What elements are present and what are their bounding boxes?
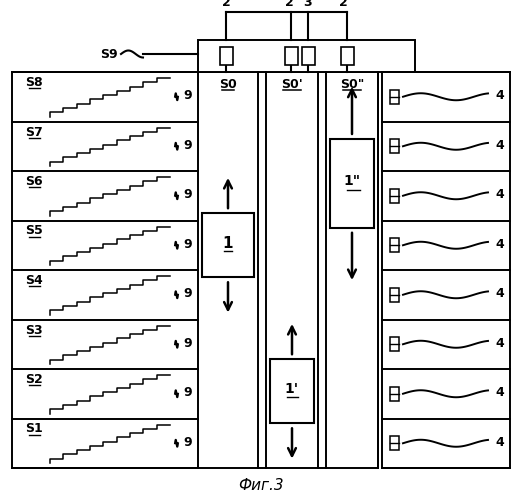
Bar <box>340 47 353 65</box>
Bar <box>330 139 374 228</box>
Text: 4: 4 <box>495 238 504 251</box>
Text: 2: 2 <box>222 0 230 9</box>
Text: Фиг.3: Фиг.3 <box>238 478 284 492</box>
Text: 2': 2' <box>284 0 298 9</box>
Bar <box>382 72 510 468</box>
Bar <box>390 90 399 104</box>
Bar <box>12 72 378 468</box>
Text: S8: S8 <box>25 76 43 89</box>
Bar <box>270 359 314 424</box>
Text: 9: 9 <box>184 89 192 102</box>
Text: 4: 4 <box>495 89 504 102</box>
Text: S2: S2 <box>25 373 43 386</box>
Text: 9: 9 <box>184 287 192 300</box>
Text: 1': 1' <box>285 382 299 396</box>
Text: S0': S0' <box>281 78 303 91</box>
Text: 4: 4 <box>495 138 504 152</box>
Text: S3: S3 <box>25 324 43 336</box>
Bar <box>202 213 254 278</box>
Bar <box>390 139 399 153</box>
Bar <box>390 387 399 401</box>
Text: S6: S6 <box>25 175 43 188</box>
Bar <box>219 47 232 65</box>
Text: 9: 9 <box>184 188 192 201</box>
Text: S5: S5 <box>25 224 43 237</box>
Bar <box>390 188 399 203</box>
Text: 1: 1 <box>223 236 233 251</box>
Text: 9: 9 <box>184 138 192 152</box>
Bar <box>302 47 314 65</box>
Text: 1": 1" <box>343 174 361 188</box>
Bar <box>198 40 415 72</box>
Text: S0: S0 <box>219 78 237 91</box>
Text: 4: 4 <box>495 436 504 449</box>
Text: 2": 2" <box>339 0 354 9</box>
Text: 9: 9 <box>184 436 192 449</box>
Text: 4: 4 <box>495 386 504 399</box>
Bar <box>390 436 399 450</box>
Text: 4: 4 <box>495 188 504 201</box>
Bar <box>284 47 298 65</box>
Text: 4: 4 <box>495 337 504 350</box>
Text: S7: S7 <box>25 126 43 138</box>
Bar <box>390 238 399 252</box>
Text: 9: 9 <box>184 386 192 399</box>
Bar <box>198 72 258 468</box>
Text: 9: 9 <box>184 337 192 350</box>
Bar <box>266 72 318 468</box>
Text: S4: S4 <box>25 274 43 287</box>
Text: S1: S1 <box>25 422 43 436</box>
Text: 9: 9 <box>184 238 192 251</box>
Text: S0": S0" <box>340 78 364 91</box>
Text: 3: 3 <box>304 0 312 9</box>
Bar <box>390 288 399 302</box>
Bar <box>390 337 399 351</box>
Text: 4: 4 <box>495 287 504 300</box>
Bar <box>326 72 378 468</box>
Text: S9: S9 <box>100 48 118 60</box>
